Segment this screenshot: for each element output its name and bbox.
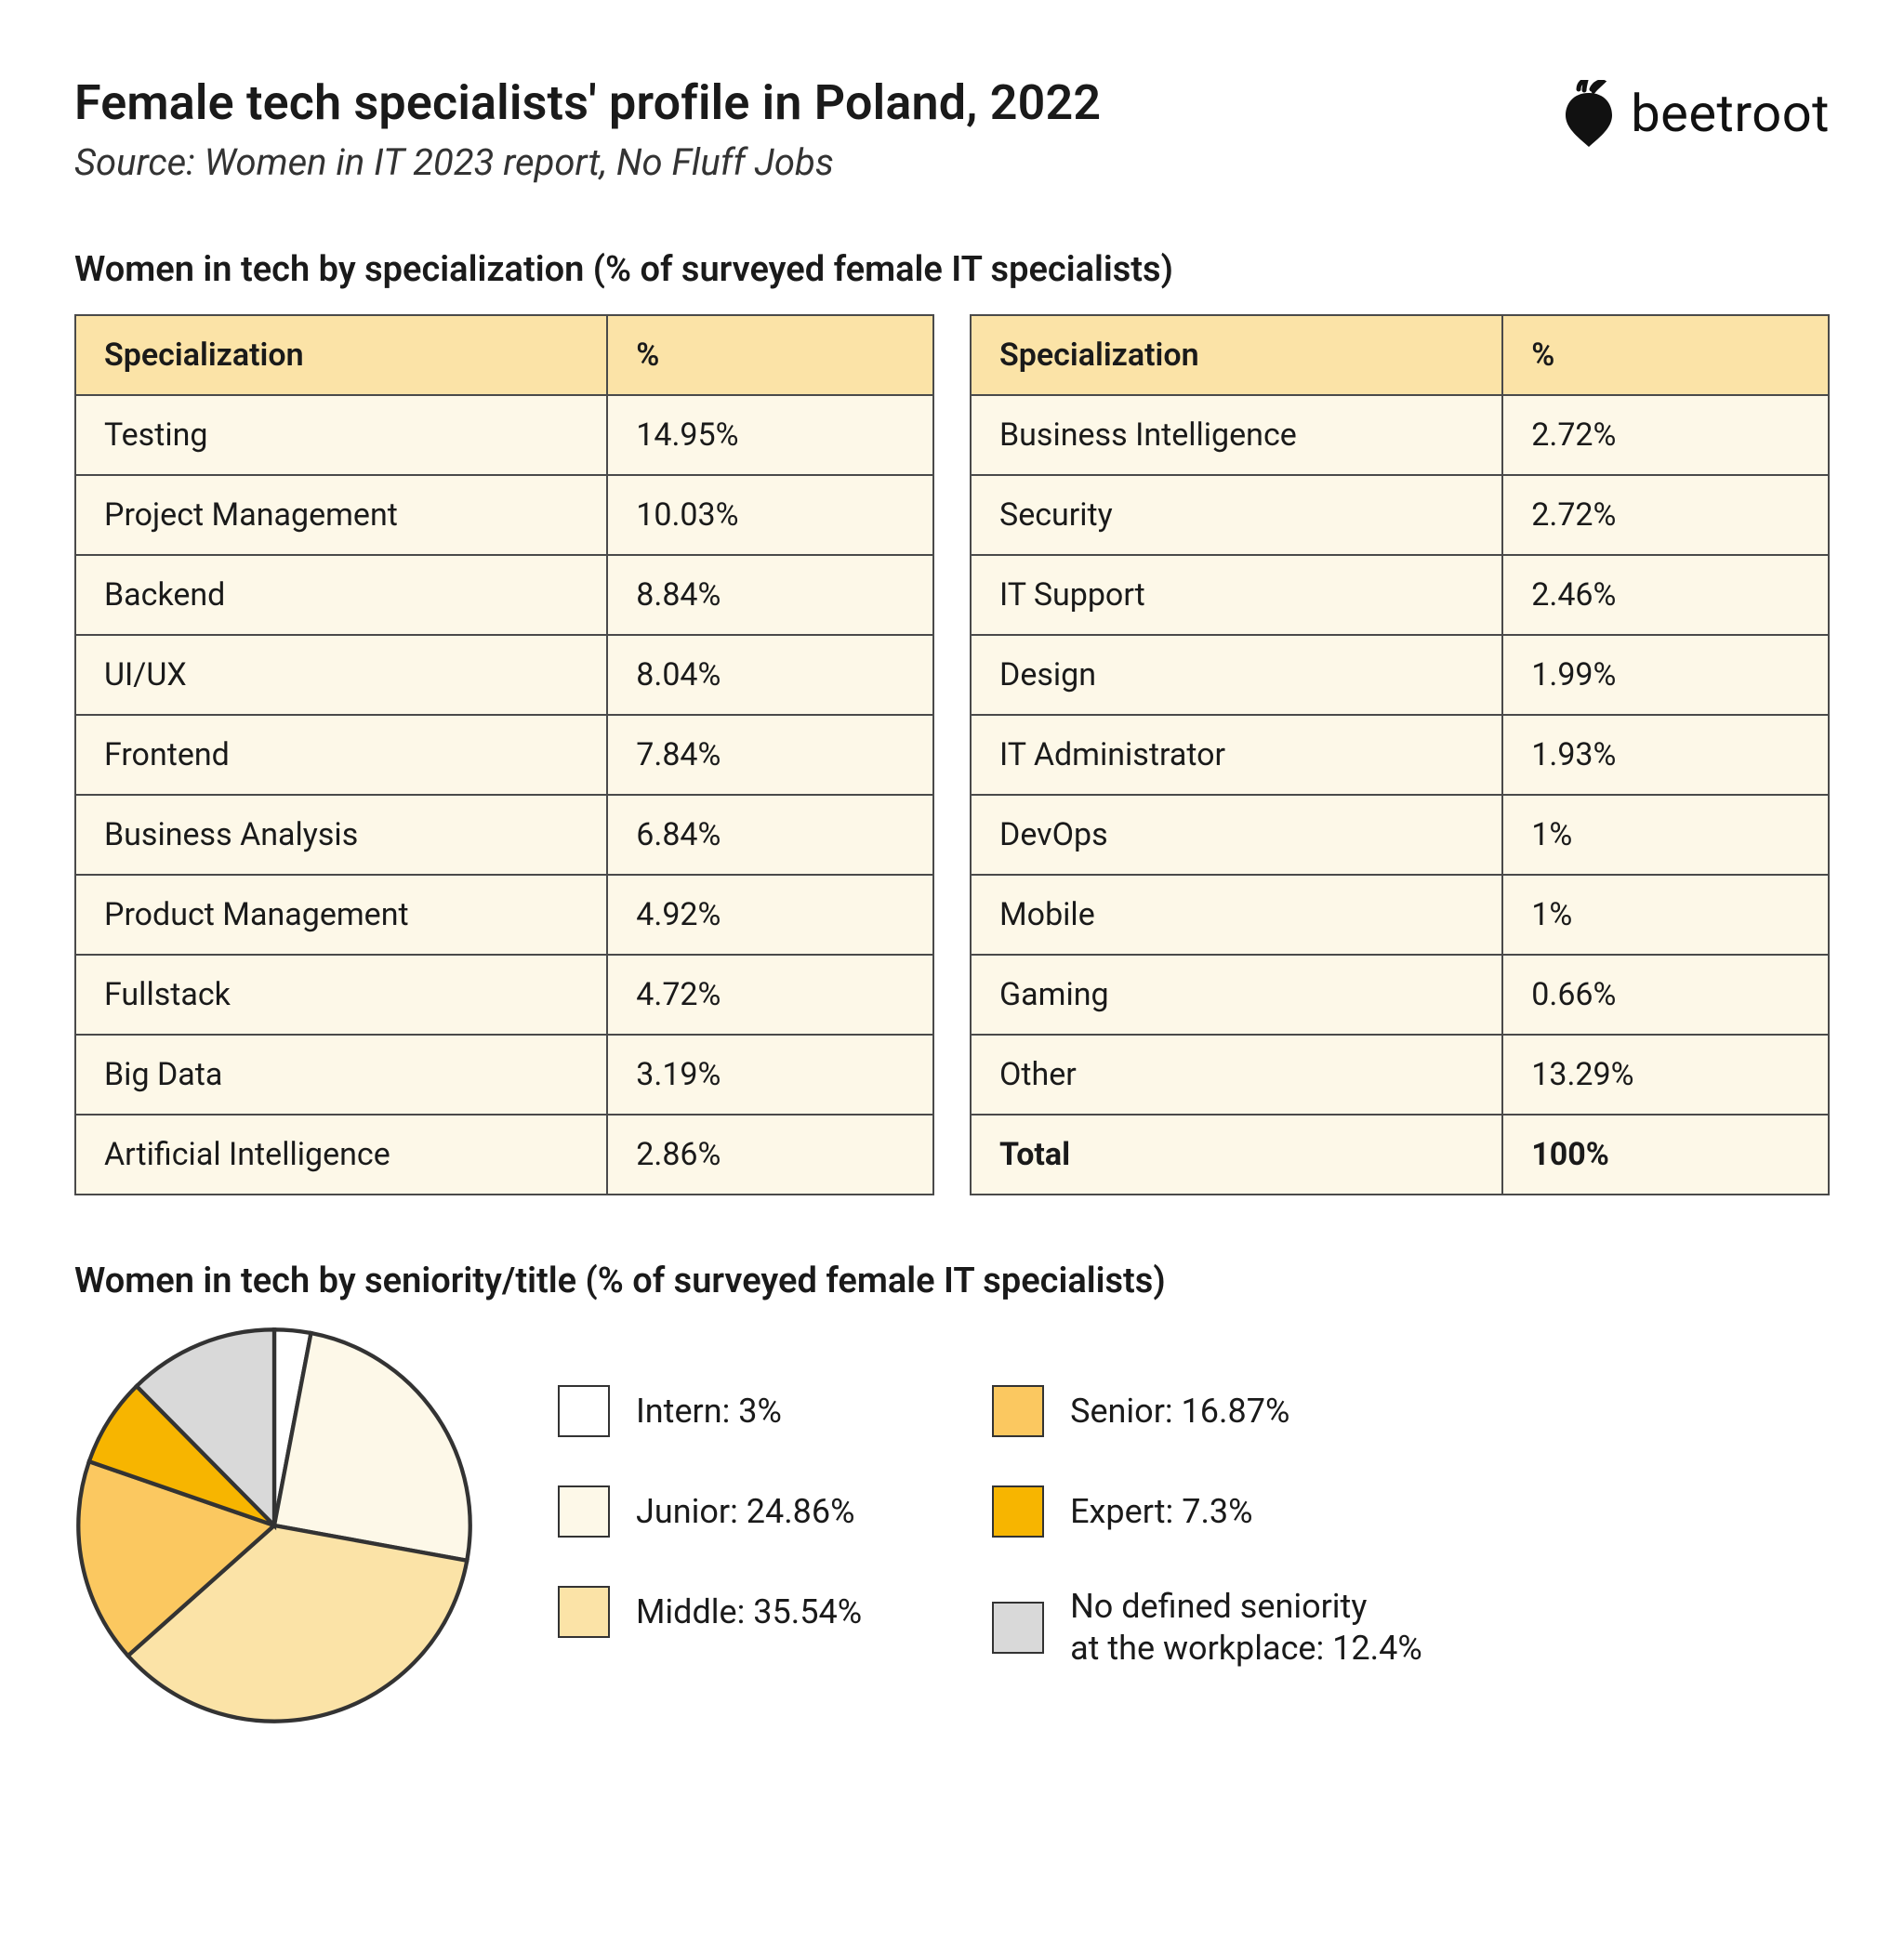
col-specialization: Specialization bbox=[75, 315, 607, 395]
section1-heading: Women in tech by specialization (% of su… bbox=[74, 249, 1830, 290]
cell-percent: 10.03% bbox=[607, 475, 933, 555]
cell-specialization: Testing bbox=[75, 395, 607, 475]
cell-percent: 2.72% bbox=[1502, 475, 1829, 555]
table-row: Other13.29% bbox=[971, 1035, 1829, 1115]
table-row: Gaming0.66% bbox=[971, 955, 1829, 1035]
cell-specialization: Other bbox=[971, 1035, 1502, 1115]
cell-specialization: Artificial Intelligence bbox=[75, 1115, 607, 1195]
cell-specialization: Frontend bbox=[75, 715, 607, 795]
col-percent: % bbox=[607, 315, 933, 395]
seniority-legend: Intern: 3% Junior: 24.86% Middle: 35.54% S… bbox=[558, 1385, 1830, 1670]
legend-item: Junior: 24.86% bbox=[558, 1485, 862, 1538]
table-row: Business Analysis6.84% bbox=[75, 795, 933, 875]
header-row: Female tech specialists' profile in Pola… bbox=[74, 74, 1830, 184]
cell-percent: 0.66% bbox=[1502, 955, 1829, 1035]
legend-label: No defined seniority at the workplace: 1… bbox=[1070, 1586, 1422, 1670]
legend-item: Expert: 7.3% bbox=[992, 1485, 1422, 1538]
table-row: Project Management10.03% bbox=[75, 475, 933, 555]
legend-swatch bbox=[558, 1485, 610, 1538]
seniority-block: Intern: 3% Junior: 24.86% Middle: 35.54% S… bbox=[74, 1326, 1830, 1729]
table-row: Testing14.95% bbox=[75, 395, 933, 475]
cell-specialization: Security bbox=[971, 475, 1502, 555]
cell-specialization: Project Management bbox=[75, 475, 607, 555]
table-row: Backend8.84% bbox=[75, 555, 933, 635]
cell-specialization: Business Analysis bbox=[75, 795, 607, 875]
cell-specialization: Business Intelligence bbox=[971, 395, 1502, 475]
legend-label: Senior: 16.87% bbox=[1070, 1391, 1289, 1432]
legend-swatch bbox=[992, 1485, 1044, 1538]
cell-specialization: IT Administrator bbox=[971, 715, 1502, 795]
table-row: IT Administrator1.93% bbox=[971, 715, 1829, 795]
table-row: DevOps1% bbox=[971, 795, 1829, 875]
table-row: Big Data3.19% bbox=[75, 1035, 933, 1115]
legend-label: Intern: 3% bbox=[636, 1391, 782, 1432]
specialization-tables: Specialization % Testing14.95%Project Ma… bbox=[74, 314, 1830, 1195]
cell-percent: 13.29% bbox=[1502, 1035, 1829, 1115]
legend-swatch bbox=[558, 1586, 610, 1638]
cell-specialization: Product Management bbox=[75, 875, 607, 955]
page-title: Female tech specialists' profile in Pola… bbox=[74, 74, 1560, 131]
specialization-table-left: Specialization % Testing14.95%Project Ma… bbox=[74, 314, 934, 1195]
cell-percent: 2.46% bbox=[1502, 555, 1829, 635]
cell-specialization: UI/UX bbox=[75, 635, 607, 715]
legend-item: Intern: 3% bbox=[558, 1385, 862, 1437]
infographic-page: Female tech specialists' profile in Pola… bbox=[0, 0, 1904, 1822]
cell-specialization: Mobile bbox=[971, 875, 1502, 955]
cell-percent: 1% bbox=[1502, 875, 1829, 955]
table-row: Mobile1% bbox=[971, 875, 1829, 955]
cell-percent: 7.84% bbox=[607, 715, 933, 795]
seniority-pie-chart bbox=[74, 1326, 474, 1729]
legend-label: Middle: 35.54% bbox=[636, 1591, 862, 1633]
col-percent: % bbox=[1502, 315, 1829, 395]
legend-swatch bbox=[992, 1602, 1044, 1654]
table-row: Artificial Intelligence2.86% bbox=[75, 1115, 933, 1195]
table-row: IT Support2.46% bbox=[971, 555, 1829, 635]
cell-percent: 8.84% bbox=[607, 555, 933, 635]
title-block: Female tech specialists' profile in Pola… bbox=[74, 74, 1560, 184]
specialization-table-right: Specialization % Business Intelligence2.… bbox=[970, 314, 1830, 1195]
cell-percent: 100% bbox=[1502, 1115, 1829, 1195]
table-row: UI/UX8.04% bbox=[75, 635, 933, 715]
cell-percent: 2.86% bbox=[607, 1115, 933, 1195]
table-row: Frontend7.84% bbox=[75, 715, 933, 795]
cell-percent: 2.72% bbox=[1502, 395, 1829, 475]
legend-item: No defined seniority at the workplace: 1… bbox=[992, 1586, 1422, 1670]
cell-specialization: DevOps bbox=[971, 795, 1502, 875]
section2-heading: Women in tech by seniority/title (% of s… bbox=[74, 1261, 1830, 1301]
cell-specialization: Backend bbox=[75, 555, 607, 635]
col-specialization: Specialization bbox=[971, 315, 1502, 395]
cell-percent: 8.04% bbox=[607, 635, 933, 715]
cell-percent: 1.93% bbox=[1502, 715, 1829, 795]
cell-specialization: Total bbox=[971, 1115, 1502, 1195]
cell-specialization: Gaming bbox=[971, 955, 1502, 1035]
cell-specialization: IT Support bbox=[971, 555, 1502, 635]
legend-item: Middle: 35.54% bbox=[558, 1586, 862, 1638]
brand-text: beetroot bbox=[1631, 83, 1830, 144]
pie-slice bbox=[274, 1333, 470, 1561]
cell-percent: 4.72% bbox=[607, 955, 933, 1035]
table-row: Design1.99% bbox=[971, 635, 1829, 715]
cell-percent: 1% bbox=[1502, 795, 1829, 875]
table-row: Fullstack4.72% bbox=[75, 955, 933, 1035]
legend-item: Senior: 16.87% bbox=[992, 1385, 1422, 1437]
cell-percent: 14.95% bbox=[607, 395, 933, 475]
legend-label: Expert: 7.3% bbox=[1070, 1491, 1252, 1533]
table-row: Product Management4.92% bbox=[75, 875, 933, 955]
legend-swatch bbox=[992, 1385, 1044, 1437]
beetroot-icon bbox=[1560, 80, 1618, 147]
cell-percent: 3.19% bbox=[607, 1035, 933, 1115]
table-row: Total100% bbox=[971, 1115, 1829, 1195]
cell-specialization: Fullstack bbox=[75, 955, 607, 1035]
cell-percent: 6.84% bbox=[607, 795, 933, 875]
brand-logo: beetroot bbox=[1560, 80, 1830, 147]
legend-swatch bbox=[558, 1385, 610, 1437]
cell-specialization: Big Data bbox=[75, 1035, 607, 1115]
cell-specialization: Design bbox=[971, 635, 1502, 715]
table-row: Business Intelligence2.72% bbox=[971, 395, 1829, 475]
legend-label: Junior: 24.86% bbox=[636, 1491, 855, 1533]
page-subtitle: Source: Women in IT 2023 report, No Fluf… bbox=[74, 140, 1560, 184]
cell-percent: 1.99% bbox=[1502, 635, 1829, 715]
table-row: Security2.72% bbox=[971, 475, 1829, 555]
cell-percent: 4.92% bbox=[607, 875, 933, 955]
